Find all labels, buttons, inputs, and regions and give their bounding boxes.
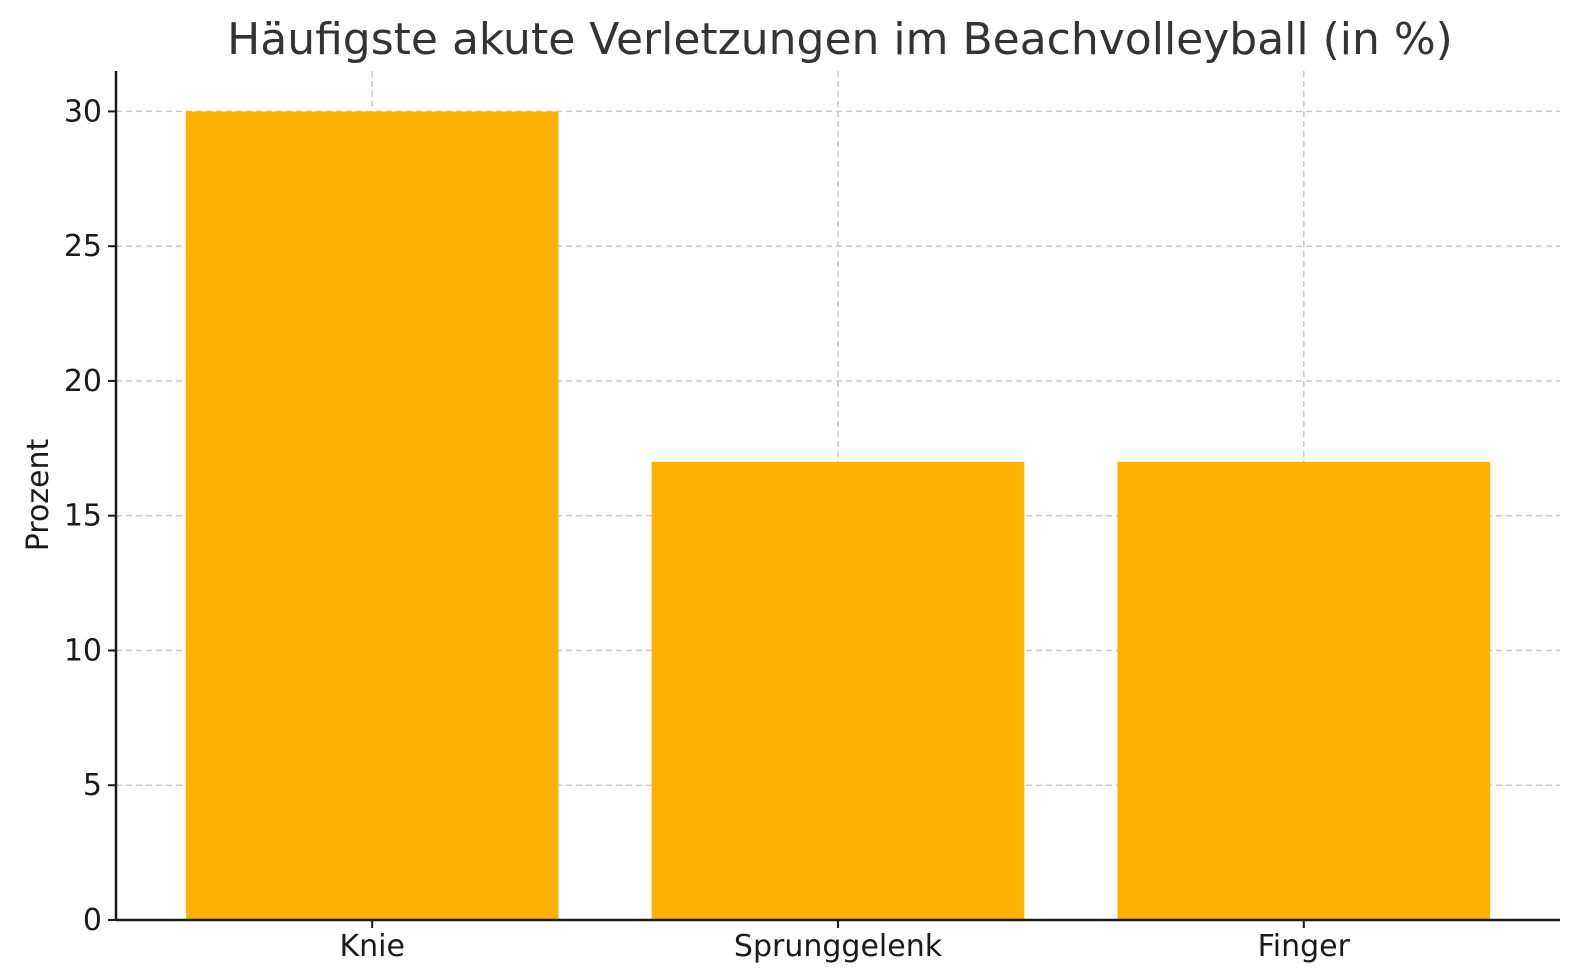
y-tick-label: 25: [64, 229, 102, 264]
bar-knie: [185, 111, 559, 920]
y-axis-label: Prozent: [21, 438, 56, 551]
x-tick-label: Sprunggelenk: [734, 929, 943, 964]
y-axis-ticks: 0 5 10 15 20 25 30: [64, 94, 116, 938]
bars: [185, 111, 1491, 920]
x-tick-label: Knie: [339, 929, 404, 964]
y-tick-label: 10: [64, 633, 102, 668]
y-tick-label: 30: [64, 94, 102, 129]
y-tick-label: 15: [64, 499, 102, 534]
y-tick-label: 5: [83, 768, 102, 803]
y-tick-label: 20: [64, 364, 102, 399]
bar-sprunggelenk: [651, 461, 1025, 920]
x-tick-label: Finger: [1258, 929, 1351, 964]
chart-title: Häufigste akute Verletzungen im Beachvol…: [227, 14, 1453, 65]
x-axis-ticks: Knie Sprunggelenk Finger: [339, 920, 1351, 964]
bar-finger: [1117, 461, 1491, 920]
y-tick-label: 0: [83, 903, 102, 938]
